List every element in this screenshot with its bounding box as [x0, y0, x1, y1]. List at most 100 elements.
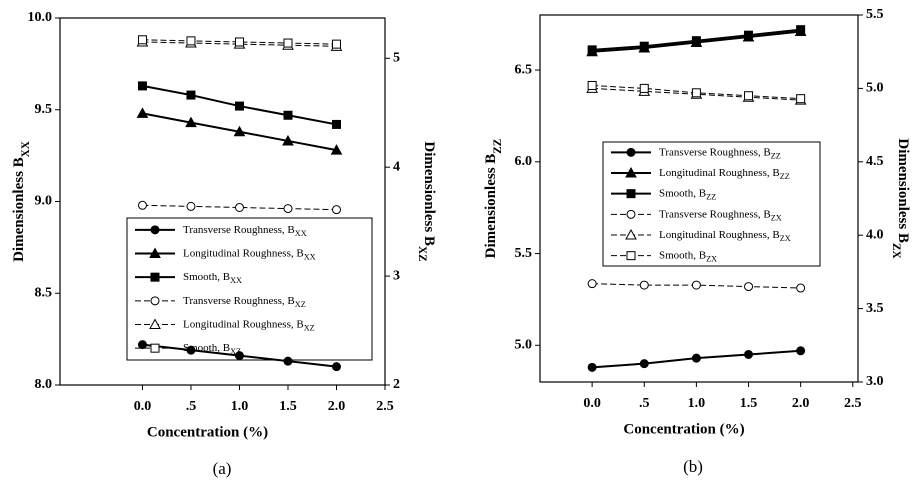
- marker: [186, 36, 196, 46]
- marker: [234, 37, 244, 47]
- y-tick-label: 10.0: [28, 10, 53, 25]
- legend-label: Smooth, BZX: [659, 249, 717, 264]
- marker: [137, 200, 147, 210]
- marker: [150, 343, 160, 353]
- marker: [234, 351, 244, 361]
- marker: [691, 88, 701, 98]
- marker: [149, 318, 161, 329]
- panel-label: (b): [683, 457, 703, 476]
- marker: [691, 353, 701, 363]
- y2-tick-label: 4: [393, 159, 400, 174]
- legend-label: Transverse Roughness, BZX: [659, 208, 782, 223]
- y2-tick-label: 3.0: [866, 374, 884, 389]
- series-line: [142, 41, 337, 47]
- marker: [331, 205, 341, 215]
- marker: [282, 134, 294, 146]
- legend-label: Smooth, BZZ: [659, 187, 716, 202]
- marker: [639, 83, 649, 93]
- marker: [639, 41, 649, 51]
- x-tick-label: 2.0: [792, 396, 810, 411]
- marker: [744, 30, 754, 40]
- y2-tick-label: 3.5: [866, 301, 884, 316]
- x-tick-label: 1.5: [279, 399, 297, 414]
- marker: [796, 25, 806, 35]
- legend-label: Longitudinal Roughness, BXZ: [183, 318, 315, 333]
- marker: [626, 251, 636, 261]
- x-tick-label: .5: [639, 396, 650, 411]
- marker: [587, 279, 597, 289]
- legend-label: Transverse Roughness, BZZ: [659, 146, 781, 161]
- y2-tick-label: 3: [393, 268, 400, 283]
- marker: [744, 91, 754, 101]
- marker: [331, 39, 341, 49]
- legend-label: Smooth, BXZ: [183, 342, 241, 357]
- marker: [150, 296, 160, 306]
- marker: [331, 362, 341, 372]
- marker: [234, 202, 244, 212]
- marker: [137, 340, 147, 350]
- marker: [137, 81, 147, 91]
- y-tick-label: 5.0: [515, 338, 533, 353]
- x-tick-label: .5: [186, 399, 197, 414]
- marker: [796, 283, 806, 293]
- y-axis-label: Dimensionless BXX: [11, 141, 31, 262]
- marker: [587, 80, 597, 90]
- plot-frame: [539, 14, 859, 383]
- marker: [639, 359, 649, 369]
- y2-tick-label: 4.5: [866, 154, 884, 169]
- x-tick-label: 1.0: [688, 396, 706, 411]
- marker: [149, 247, 161, 258]
- x-tick-label: 2.0: [328, 399, 346, 414]
- y2-tick-label: 5: [393, 51, 400, 66]
- y2-tick-label: 5.0: [866, 81, 884, 96]
- marker: [233, 125, 246, 137]
- y-tick-label: 9.0: [35, 194, 53, 209]
- marker: [186, 201, 196, 211]
- marker: [691, 280, 701, 290]
- legend-label: Smooth, BXX: [183, 271, 242, 286]
- marker: [283, 204, 293, 214]
- marker: [744, 349, 754, 359]
- legend-label: Transverse Roughness, BXX: [183, 223, 307, 238]
- marker: [625, 228, 637, 240]
- y2-tick-label: 2: [393, 377, 400, 392]
- legend-label: Longitudinal Roughness, BXX: [183, 247, 316, 262]
- legend-label: Longitudinal Roughness, BZX: [659, 229, 791, 244]
- x-tick-label: 0.0: [583, 396, 601, 411]
- marker: [626, 209, 636, 219]
- legend-box: [602, 141, 821, 267]
- marker: [283, 356, 293, 366]
- series-line: [142, 39, 337, 45]
- marker: [330, 144, 343, 155]
- y-tick-label: 8.5: [35, 285, 53, 300]
- x-tick-label: 1.5: [740, 396, 758, 411]
- marker: [587, 362, 597, 372]
- panel-label: (a): [213, 459, 232, 478]
- marker: [185, 116, 197, 128]
- x-tick-label: 1.0: [231, 399, 249, 414]
- y2-tick-label: 4.0: [866, 227, 884, 242]
- legend-label: Transverse Roughness, BXZ: [183, 294, 306, 309]
- series-line: [142, 204, 337, 211]
- marker: [283, 110, 293, 120]
- y-tick-label: 6.0: [515, 154, 533, 169]
- marker: [186, 345, 196, 355]
- y2-tick-label: 5.5: [866, 7, 884, 22]
- marker: [283, 38, 293, 48]
- y-axis-label: Dimensionless BZZ: [483, 139, 503, 259]
- x-tick-label: 2.5: [844, 396, 862, 411]
- x-axis-label: Concentration (%): [623, 421, 744, 437]
- x-tick-label: 2.5: [376, 399, 394, 414]
- y-tick-label: 9.5: [35, 102, 53, 117]
- marker: [796, 346, 806, 356]
- x-tick-label: 0.0: [134, 399, 152, 414]
- marker: [626, 147, 636, 157]
- marker: [691, 36, 701, 46]
- x-axis-label: Concentration (%): [147, 424, 268, 440]
- marker: [796, 94, 806, 104]
- marker: [587, 45, 597, 55]
- marker: [331, 119, 341, 129]
- marker: [186, 90, 196, 100]
- marker: [639, 280, 649, 290]
